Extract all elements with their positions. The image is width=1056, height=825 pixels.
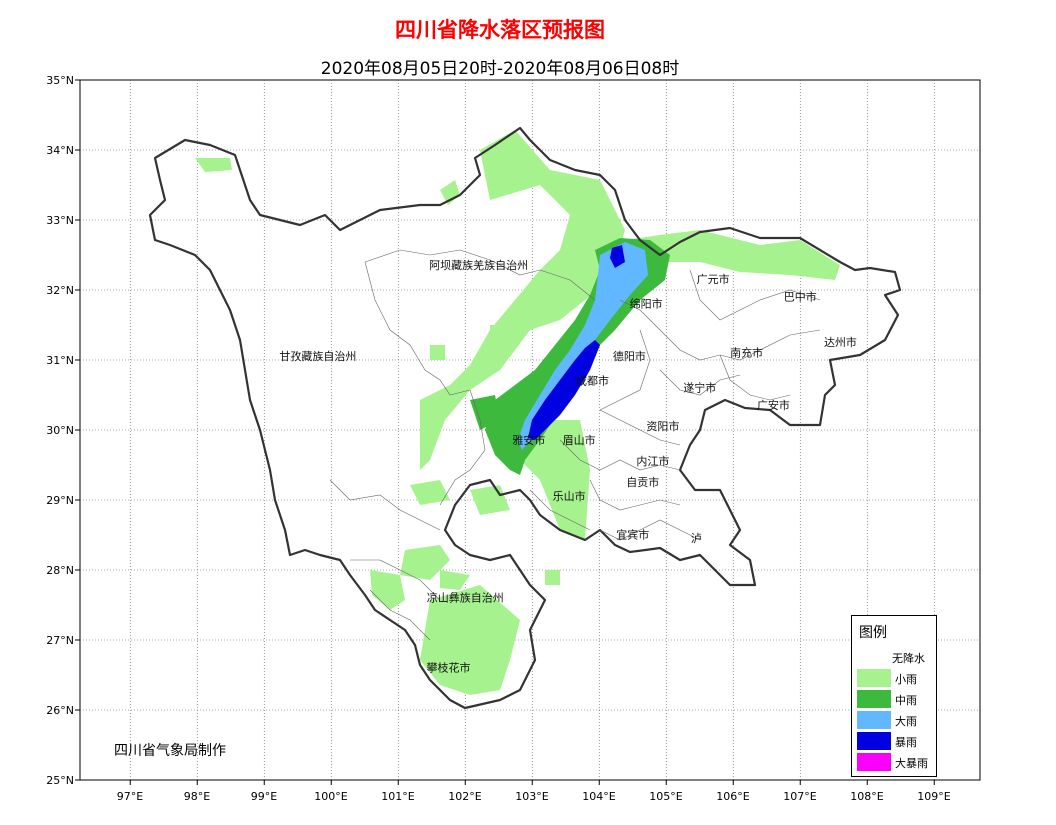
legend-label: 大暴雨 xyxy=(895,757,928,770)
legend-swatch xyxy=(857,669,891,687)
light-rain-areas xyxy=(195,130,840,695)
lon-label: 104°E xyxy=(582,790,615,803)
map-title: 四川省降水落区预报图 xyxy=(395,18,605,42)
city-label: 内江市 xyxy=(636,454,669,468)
lat-label: 27°N xyxy=(46,634,74,647)
legend-label: 大雨 xyxy=(895,715,917,728)
city-label: 攀枝花市 xyxy=(427,661,471,675)
lat-label: 32°N xyxy=(46,284,74,297)
legend-item-moderate-rain: 中雨 xyxy=(857,690,933,708)
city-label: 眉山市 xyxy=(563,433,596,447)
legend-item-rainstorm: 暴雨 xyxy=(857,732,933,750)
city-label: 凉山彝族自治州 xyxy=(427,591,504,605)
city-label: 自贡市 xyxy=(626,475,659,489)
legend: 图例 无降水 小雨 中雨 大雨 暴雨 大暴雨 xyxy=(851,615,937,777)
legend-item-heavy-rain: 大雨 xyxy=(857,711,933,729)
legend-swatch xyxy=(857,753,891,771)
prefecture-boundaries xyxy=(329,249,821,641)
lat-label: 33°N xyxy=(46,214,74,227)
city-label: 达州市 xyxy=(824,335,857,349)
lat-label: 29°N xyxy=(46,494,74,507)
lon-label: 101°E xyxy=(381,790,414,803)
map-subtitle: 2020年08月05日20时-2020年08月06日08时 xyxy=(320,59,680,79)
city-label: 巴中市 xyxy=(784,290,817,304)
city-label: 泸 xyxy=(691,532,702,545)
longitude-labels: 97°E 98°E 99°E 100°E 101°E 102°E 103°E 1… xyxy=(117,790,951,803)
legend-label: 暴雨 xyxy=(895,736,917,749)
legend-label: 小雨 xyxy=(895,673,917,686)
city-label: 阿坝藏族羌族自治州 xyxy=(429,258,528,272)
lon-label: 97°E xyxy=(117,790,143,803)
city-label: 乐山市 xyxy=(553,489,586,503)
lon-label: 100°E xyxy=(314,790,347,803)
legend-swatch xyxy=(857,690,891,708)
lat-label: 34°N xyxy=(46,144,74,157)
city-label: 宜宾市 xyxy=(616,528,649,542)
city-label: 德阳市 xyxy=(613,349,646,363)
city-label: 资阳市 xyxy=(646,419,679,433)
legend-title: 图例 xyxy=(859,625,887,641)
city-label: 广安市 xyxy=(757,398,790,412)
latitude-labels: 35°N 34°N 33°N 32°N 31°N 30°N 29°N 28°N … xyxy=(46,74,74,787)
city-label: 成都市 xyxy=(576,374,609,388)
lon-label: 103°E xyxy=(515,790,548,803)
legend-item-light-rain: 小雨 xyxy=(857,669,933,687)
city-label: 广元市 xyxy=(697,272,730,286)
lon-label: 106°E xyxy=(716,790,749,803)
torrential-rain-areas xyxy=(528,245,625,440)
legend-label: 中雨 xyxy=(895,694,917,707)
lat-label: 31°N xyxy=(46,354,74,367)
lon-label: 109°E xyxy=(917,790,950,803)
lon-label: 107°E xyxy=(783,790,816,803)
legend-swatch xyxy=(857,732,891,750)
lat-label: 30°N xyxy=(46,424,74,437)
lon-label: 105°E xyxy=(649,790,682,803)
lat-label: 25°N xyxy=(46,774,74,787)
lon-label: 98°E xyxy=(184,790,210,803)
province-boundary xyxy=(148,126,902,710)
axis-ticks xyxy=(75,79,935,785)
lon-label: 102°E xyxy=(448,790,481,803)
city-label: 绵阳市 xyxy=(630,297,663,311)
lon-label: 99°E xyxy=(251,790,277,803)
city-label: 甘孜藏族自治州 xyxy=(279,349,356,363)
lat-label: 28°N xyxy=(46,564,74,577)
legend-swatch xyxy=(857,711,891,729)
lat-label: 26°N xyxy=(46,704,74,717)
city-label: 南充市 xyxy=(730,346,763,360)
lat-label: 35°N xyxy=(46,74,74,87)
lon-label: 108°E xyxy=(850,790,883,803)
producer-credit: 四川省气象局制作 xyxy=(114,743,226,759)
city-label: 雅安市 xyxy=(512,433,545,447)
city-label: 遂宁市 xyxy=(683,381,716,395)
legend-label-no-precip: 无降水 xyxy=(892,652,925,665)
legend-item-heavy-rainstorm: 大暴雨 xyxy=(857,753,933,771)
